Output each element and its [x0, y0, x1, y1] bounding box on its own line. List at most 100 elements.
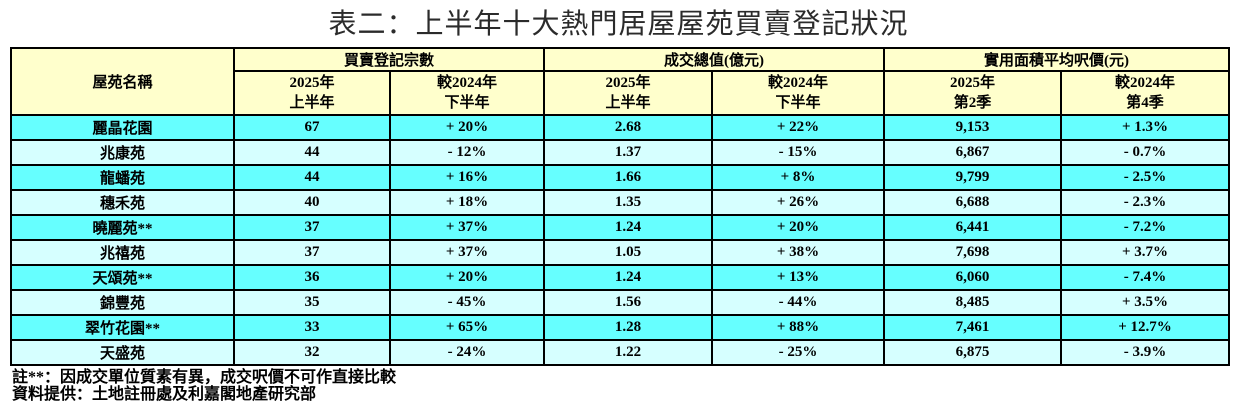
header-line: 較2024年 — [1115, 75, 1176, 91]
table-row: 龍蟠苑 44 + 16% 1.66 + 8% 9,799- 2.5% — [10, 164, 1231, 191]
value-cell: - 0.7% — [1060, 139, 1231, 166]
value-cell: + 88% — [711, 314, 886, 341]
value-cell: 44 — [233, 164, 391, 191]
value-cell: - 7.2% — [1060, 214, 1231, 241]
estate-name-cell: 翠竹花園** — [10, 314, 235, 341]
value-cell: 32 — [233, 339, 391, 366]
page-title: 表二：上半年十大熱門居屋屋苑買賣登記狀況 — [328, 9, 909, 40]
value-cell: - 2.3% — [1060, 189, 1231, 216]
value-cell: + 26% — [711, 189, 886, 216]
header-price-2025: 2025年 第2季 — [883, 70, 1063, 116]
estate-name-cell: 穗禾苑 — [10, 189, 235, 216]
value-cell: 1.05 — [543, 239, 714, 266]
note-data-source: 資料提供：土地註冊處及利嘉閣地產研究部 — [12, 386, 317, 403]
value-cell: 7,698 — [883, 239, 1063, 266]
value-cell: 6,875 — [883, 339, 1063, 366]
value-cell: 35 — [233, 289, 391, 316]
value-cell: 40 — [233, 189, 391, 216]
value-cell: 33 — [233, 314, 391, 341]
note-comparison-disclaimer: 註**：因成交單位質素有異，成交呎價不可作直接比較 — [12, 369, 397, 386]
value-cell: 67 — [233, 114, 391, 141]
value-cell: 36 — [233, 264, 391, 291]
header-sub-row: 2025年 上半年 較2024年 下半年 2025年 上半年 較2024年 下半… — [11, 70, 1231, 116]
value-cell: 1.24 — [543, 264, 714, 291]
table-row: 天頌苑** 36 + 20% 1.24 + 13% 6,060- 7.4% — [10, 264, 1231, 291]
header-line: 下半年 — [444, 95, 490, 111]
table-row: 兆康苑 44- 12% 1.37- 15% 6,867- 0.7% — [10, 139, 1231, 166]
value-cell: - 2.5% — [1060, 164, 1231, 191]
value-cell: 8,485 — [883, 289, 1063, 316]
value-cell: + 20% — [388, 264, 546, 291]
value-cell: 1.66 — [543, 164, 714, 191]
value-cell: + 13% — [711, 264, 886, 291]
value-cell: + 8% — [711, 164, 886, 191]
value-cell: 1.22 — [543, 339, 714, 366]
header-estate-name: 屋苑名稱 — [10, 47, 235, 116]
table-row: 麗晶花園 67 + 20% 2.68 + 22% 9,153 + 1.3% — [10, 114, 1231, 141]
value-cell: + 12.7% — [1060, 314, 1231, 341]
header-reg-change: 較2024年 下半年 — [388, 70, 546, 116]
header-group-registrations: 買賣登記宗數 — [232, 47, 546, 72]
value-cell: + 16% — [388, 164, 546, 191]
value-cell: 6,060 — [883, 264, 1063, 291]
header-group-row: 屋苑名稱 買賣登記宗數 成交總值(億元) 實用面積平均呎價(元) — [10, 47, 1231, 116]
value-cell: - 45% — [388, 289, 546, 316]
value-cell: - 25% — [711, 339, 886, 366]
table-row: 錦豐苑 35- 45% 1.56- 44% 8,485 + 3.5% — [10, 289, 1231, 316]
table-body: 麗晶花園 67 + 20% 2.68 + 22% 9,153 + 1.3% 兆康苑 44- 12… — [10, 114, 1231, 366]
value-cell: - 15% — [711, 139, 886, 166]
value-cell: - 44% — [711, 289, 886, 316]
estate-name-cell: 天頌苑** — [10, 264, 235, 291]
header-value-2025: 2025年 上半年 — [543, 70, 714, 116]
value-cell: + 37% — [388, 239, 546, 266]
value-cell: 1.28 — [543, 314, 714, 341]
value-cell: + 3.5% — [1060, 289, 1231, 316]
header-line: 下半年 — [775, 95, 821, 111]
value-cell: + 22% — [711, 114, 886, 141]
value-cell: 1.56 — [543, 289, 714, 316]
table-row: 穗禾苑 40 + 18% 1.35 + 26% 6,688- 2.3% — [10, 189, 1231, 216]
value-cell: 1.37 — [543, 139, 714, 166]
value-cell: 6,688 — [883, 189, 1063, 216]
header-line: 較2024年 — [437, 75, 498, 91]
header-line: 較2024年 — [768, 75, 829, 91]
estates-table: 屋苑名稱 買賣登記宗數 成交總值(億元) 實用面積平均呎價(元) 2025年 上… — [10, 47, 1231, 366]
value-cell: + 65% — [388, 314, 546, 341]
value-cell: + 20% — [388, 114, 546, 141]
value-cell: + 18% — [388, 189, 546, 216]
value-cell: 44 — [233, 139, 391, 166]
value-cell: + 38% — [711, 239, 886, 266]
value-cell: + 3.7% — [1060, 239, 1231, 266]
value-cell: + 20% — [711, 214, 886, 241]
estate-name-cell: 麗晶花園 — [10, 114, 235, 141]
header-line: 上半年 — [289, 95, 335, 111]
table-row: 兆禧苑 37 + 37% 1.05 + 38% 7,698 + 3.7% — [10, 239, 1231, 266]
table-row: 翠竹花園** 33 + 65% 1.28 + 88% 7,461 + 12.7% — [10, 314, 1231, 341]
value-cell: 1.35 — [543, 189, 714, 216]
header-line: 2025年 — [289, 75, 335, 91]
value-cell: 9,799 — [883, 164, 1063, 191]
header-group-price-per-sqft: 實用面積平均呎價(元) — [883, 47, 1231, 72]
header-line: 第2季 — [953, 95, 992, 111]
estate-name-cell: 兆禧苑 — [10, 239, 235, 266]
estate-name-cell: 曉麗苑** — [10, 214, 235, 241]
table-header: 屋苑名稱 買賣登記宗數 成交總值(億元) 實用面積平均呎價(元) 2025年 上… — [10, 47, 1231, 116]
estate-name-cell: 兆康苑 — [10, 139, 235, 166]
value-cell: - 24% — [388, 339, 546, 366]
value-cell: - 3.9% — [1060, 339, 1231, 366]
footnotes: 註**：因成交單位質素有異，成交呎價不可作直接比較 資料提供：土地註冊處及利嘉閣… — [12, 369, 1237, 403]
value-cell: 1.24 — [543, 214, 714, 241]
value-cell: - 12% — [388, 139, 546, 166]
table-row: 天盛苑 32- 24% 1.22- 25% 6,875- 3.9% — [10, 339, 1231, 366]
header-line: 2025年 — [950, 75, 996, 91]
value-cell: 6,441 — [883, 214, 1063, 241]
estate-name-cell: 天盛苑 — [10, 339, 235, 366]
estate-name-cell: 錦豐苑 — [10, 289, 235, 316]
table-row: 曉麗苑** 37 + 37% 1.24 + 20% 6,441- 7.2% — [10, 214, 1231, 241]
value-cell: 7,461 — [883, 314, 1063, 341]
value-cell: 37 — [233, 214, 391, 241]
value-cell: + 37% — [388, 214, 546, 241]
header-line: 上半年 — [605, 95, 651, 111]
value-cell: 37 — [233, 239, 391, 266]
